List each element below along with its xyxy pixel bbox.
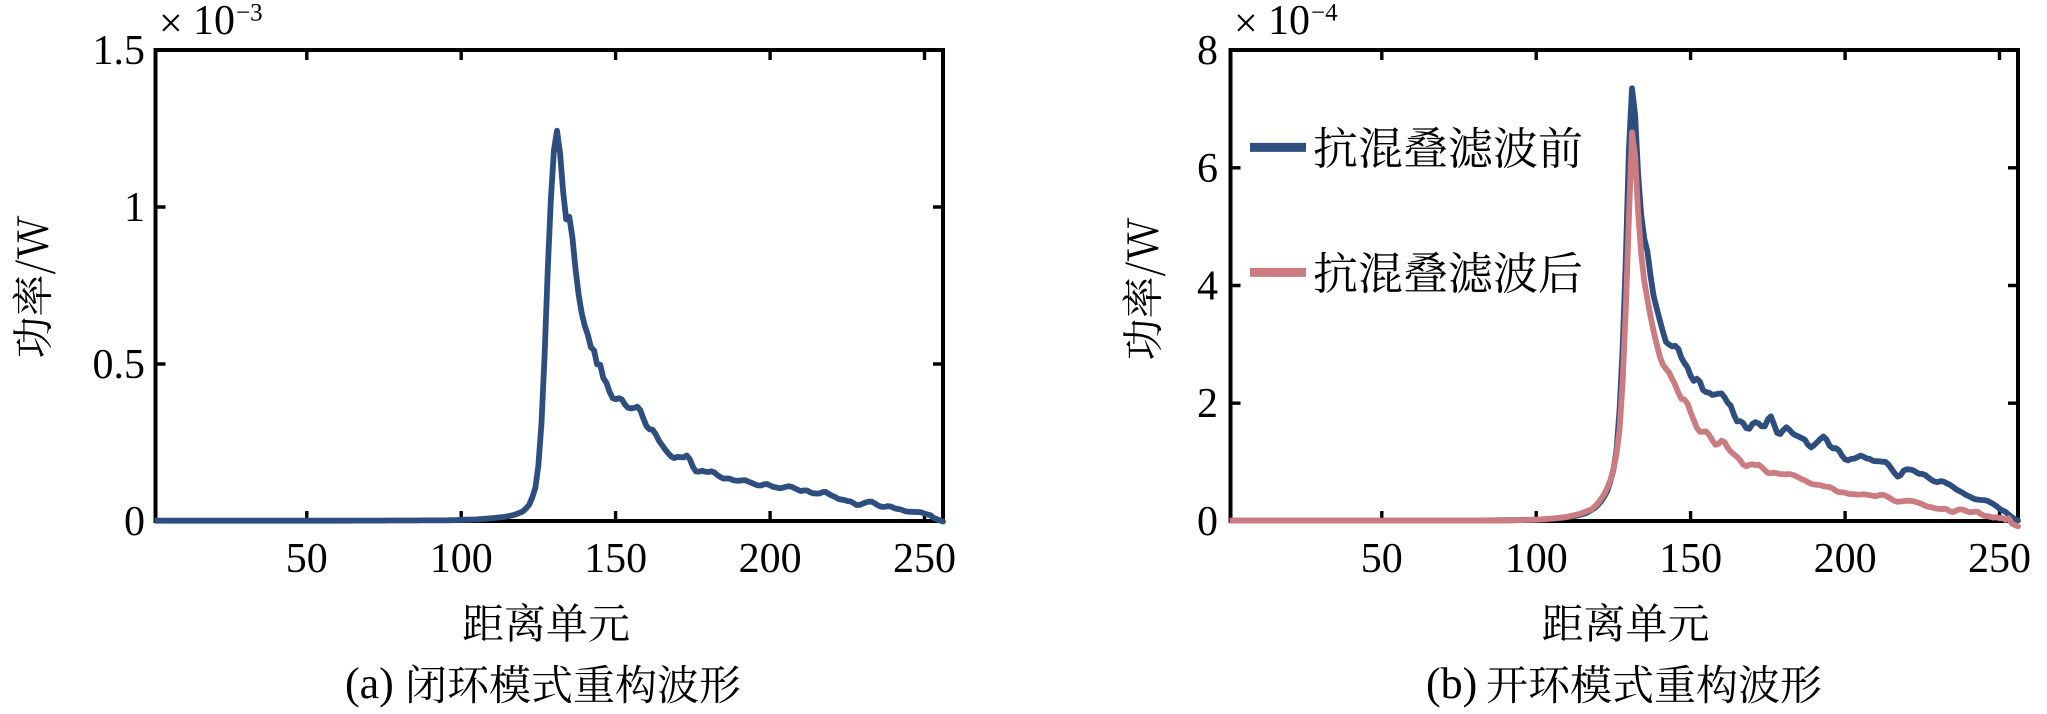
svg-text:250: 250 [893,536,956,582]
svg-text:250: 250 [1968,536,2031,582]
svg-text:150: 150 [584,536,647,582]
svg-text:−3: −3 [236,0,263,27]
svg-text:2: 2 [1197,381,1218,427]
svg-text:200: 200 [1814,536,1877,582]
svg-text:6: 6 [1197,146,1218,192]
svg-text:−4: −4 [1311,0,1338,27]
svg-text:1.5: 1.5 [93,28,146,74]
svg-text:(a): (a) [345,659,394,708]
svg-text:200: 200 [739,536,802,582]
svg-text:0.5: 0.5 [93,342,146,388]
svg-text:10: 10 [193,0,235,44]
svg-text:50: 50 [286,536,328,582]
svg-text:8: 8 [1197,28,1218,74]
svg-text:1: 1 [124,185,145,231]
svg-text:100: 100 [430,536,493,582]
svg-text:0: 0 [1197,499,1218,545]
svg-text:4: 4 [1197,264,1218,310]
svg-text:(b): (b) [1426,659,1477,708]
svg-text:50: 50 [1361,536,1403,582]
svg-text:10: 10 [1268,0,1310,44]
svg-text:0: 0 [124,499,145,545]
svg-text:150: 150 [1659,536,1722,582]
svg-text:×: × [1234,1,1258,47]
svg-text:100: 100 [1505,536,1568,582]
svg-text:×: × [159,1,183,47]
